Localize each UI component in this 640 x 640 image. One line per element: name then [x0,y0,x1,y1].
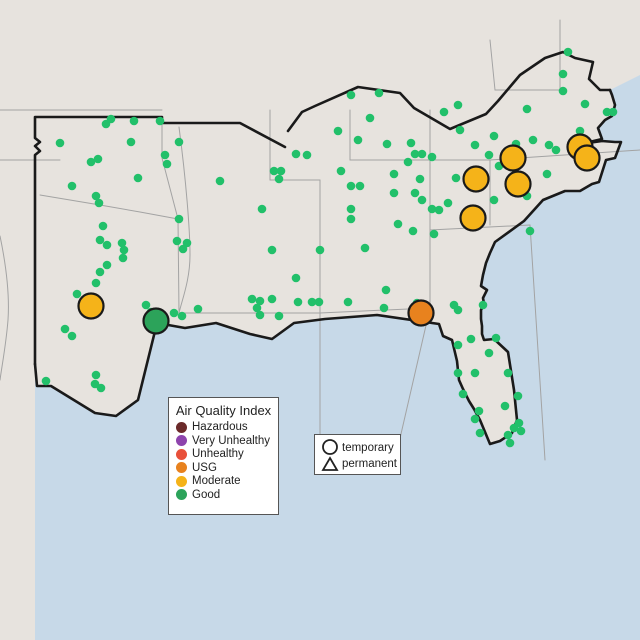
svg-text:permanent: permanent [342,458,398,470]
svg-text:temporary: temporary [342,442,394,454]
